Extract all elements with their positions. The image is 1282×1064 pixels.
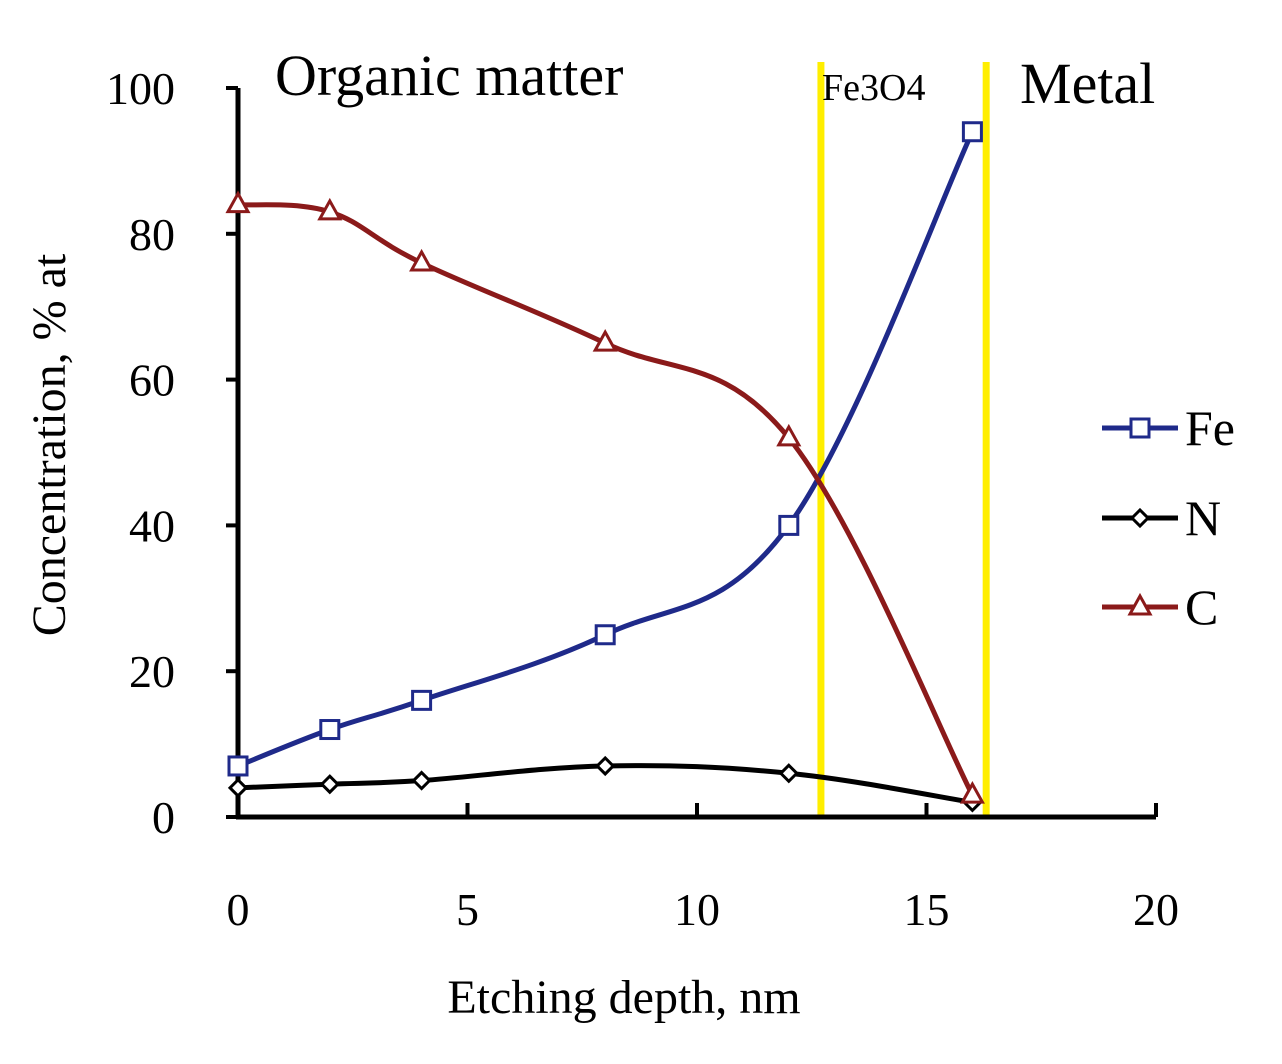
- series-line-c: [237, 202, 975, 797]
- point-n-3: [595, 755, 616, 777]
- point-c-0: [225, 190, 251, 214]
- x-tick-label-0: 0: [227, 884, 250, 935]
- point-fe-4: [778, 514, 800, 536]
- point-c-5: [959, 781, 985, 804]
- legend-item-c: C: [1102, 579, 1218, 635]
- series-line-fe: [237, 130, 975, 769]
- point-c-2: [409, 248, 435, 272]
- axes: [226, 86, 1158, 820]
- x-tick-label-5: 5: [456, 884, 479, 935]
- series-layer: [225, 121, 985, 813]
- y-tick-label-20: 20: [129, 646, 175, 697]
- legend-label-fe: Fe: [1185, 400, 1235, 456]
- point-fe-3: [594, 624, 616, 646]
- region-lines: [817, 62, 990, 817]
- y-axis-label: Concentration, % at: [23, 253, 76, 636]
- y-tick-label-60: 60: [129, 355, 175, 406]
- y-tick-label-80: 80: [129, 209, 175, 260]
- point-n-0: [227, 777, 249, 798]
- x-tick-label-10: 10: [674, 884, 720, 935]
- legend-item-fe: Fe: [1102, 400, 1235, 456]
- legend-marker-n: [1129, 507, 1151, 529]
- region-label-metal: Metal: [1020, 51, 1155, 116]
- legend-marker-fe: [1129, 417, 1151, 439]
- legend-marker-c: [1127, 592, 1153, 616]
- legend-label-n: N: [1185, 490, 1221, 546]
- point-fe-1: [319, 719, 341, 741]
- point-fe-0: [227, 755, 249, 777]
- tick-labels: 0 20 40 60 80 100 0 5 10 15 20: [106, 63, 1179, 935]
- y-tick-label-40: 40: [129, 500, 175, 551]
- point-n-1: [319, 774, 340, 795]
- legend-item-n: N: [1102, 490, 1221, 546]
- x-tick-label-15: 15: [904, 884, 950, 935]
- legend: Fe NC: [1102, 400, 1235, 635]
- x-tick-label-20: 20: [1133, 884, 1179, 935]
- point-fe-5: [961, 121, 983, 143]
- y-tick-label-100: 100: [106, 63, 175, 114]
- x-axis-label: Etching depth, nm: [447, 971, 800, 1024]
- region-label-organic: Organic matter: [275, 43, 623, 108]
- legend-label-c: C: [1185, 579, 1218, 635]
- series-c: [225, 190, 985, 804]
- region-label-fe3o4: Fe3O4: [822, 67, 925, 109]
- series-fe: [227, 121, 983, 777]
- point-c-4: [776, 423, 802, 447]
- point-fe-2: [411, 689, 433, 711]
- y-tick-label-0: 0: [152, 792, 175, 843]
- point-c-1: [317, 197, 343, 221]
- series-n: [227, 755, 983, 813]
- point-n-2: [411, 770, 432, 791]
- point-n-4: [778, 763, 799, 784]
- point-c-3: [592, 329, 618, 352]
